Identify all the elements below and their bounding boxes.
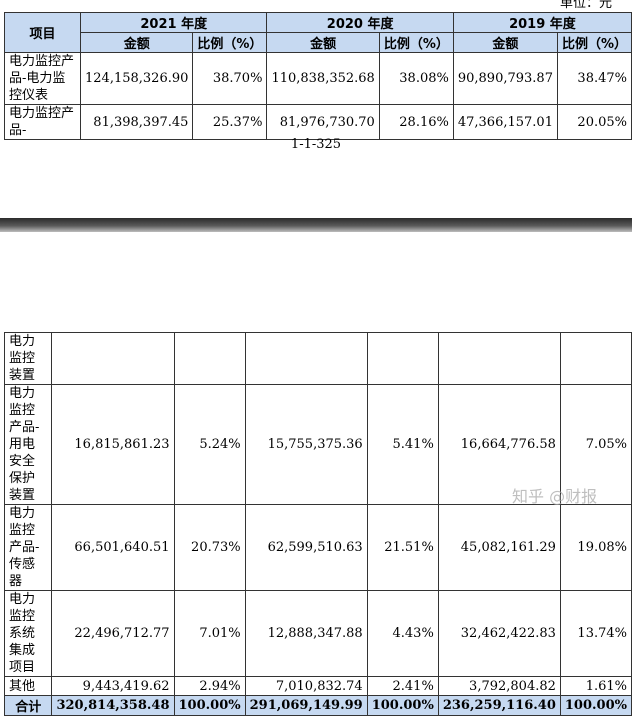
header-ratio: 比例（%） (192, 32, 268, 53)
revenue-table-bottom: 电力监控装置 电力监控产品-用电安全保护装置 16,815,861.23 5.2… (3, 332, 632, 716)
cell-ratio: 4.43% (366, 590, 439, 677)
header-amount: 金额 (80, 32, 194, 53)
cell-amount: 47,366,157.01 (452, 104, 558, 140)
watermark: 知乎 @财报 (512, 487, 598, 506)
table-row: 电力监控产品-电力监控仪表 124,158,326.90 38.70% 110,… (3, 52, 632, 105)
cell-ratio: 20.73% (173, 504, 246, 591)
table-row: 其他 9,443,419.62 2.94% 7,010,832.74 2.41%… (3, 676, 632, 696)
cell-ratio: 2.41% (366, 676, 439, 696)
cell-amount: 66,501,640.51 (51, 504, 175, 591)
total-amount: 291,069,149.99 (244, 695, 368, 716)
table-row: 电力监控装置 (3, 332, 632, 385)
cell-amount: 32,462,422.83 (437, 590, 561, 677)
cell-amount (51, 332, 175, 385)
cell-amount: 3,792,804.82 (437, 676, 561, 696)
row-label: 其他 (3, 676, 53, 696)
cell-ratio: 19.08% (559, 504, 632, 591)
header-item: 项目 (3, 12, 82, 53)
unit-label: 单位：元 (560, 0, 613, 11)
total-label: 合计 (3, 695, 53, 716)
header-year-2021: 2021 年度 (80, 12, 268, 33)
cell-amount: 81,976,730.70 (266, 104, 380, 140)
cell-amount: 22,496,712.77 (51, 590, 175, 677)
cell-amount: 12,888,347.88 (244, 590, 368, 677)
table-row: 电力监控产品- 81,398,397.45 25.37% 81,976,730.… (3, 104, 632, 140)
table-row: 电力监控产品-传感器 66,501,640.51 20.73% 62,599,5… (3, 504, 632, 591)
cell-ratio: 38.08% (378, 52, 454, 105)
page-break-divider (0, 218, 632, 232)
cell-ratio: 13.74% (559, 590, 632, 677)
header-amount: 金额 (266, 32, 380, 53)
table-row: 电力监控系统集成项目 22,496,712.77 7.01% 12,888,34… (3, 590, 632, 677)
header-amount: 金额 (452, 32, 558, 53)
cell-amount: 15,755,375.36 (244, 384, 368, 505)
header-year-2019: 2019 年度 (452, 12, 632, 33)
cell-amount: 7,010,832.74 (244, 676, 368, 696)
cell-amount: 9,443,419.62 (51, 676, 175, 696)
header-ratio: 比例（%） (556, 32, 632, 53)
cell-ratio: 2.94% (173, 676, 246, 696)
row-label: 电力监控产品- (3, 104, 82, 140)
cell-amount: 124,158,326.90 (80, 52, 194, 105)
cell-ratio: 38.47% (556, 52, 632, 105)
cell-ratio: 20.05% (556, 104, 632, 140)
cell-ratio (173, 332, 246, 385)
cell-ratio (366, 332, 439, 385)
cell-amount: 16,815,861.23 (51, 384, 175, 505)
cell-amount: 90,890,793.87 (452, 52, 558, 105)
total-ratio: 100.00% (559, 695, 632, 716)
cell-amount (244, 332, 368, 385)
cell-ratio: 25.37% (192, 104, 268, 140)
row-label: 电力监控产品-电力监控仪表 (3, 52, 82, 105)
cell-amount (437, 332, 561, 385)
total-ratio: 100.00% (366, 695, 439, 716)
row-label: 电力监控装置 (3, 332, 53, 385)
revenue-table-top: 项目 2021 年度 2020 年度 2019 年度 金额 比例（%） 金额 比… (3, 12, 632, 140)
total-ratio: 100.00% (173, 695, 246, 716)
header-ratio: 比例（%） (378, 32, 454, 53)
total-row: 合计 320,814,358.48 100.00% 291,069,149.99… (3, 695, 632, 716)
row-label: 电力监控产品-用电安全保护装置 (3, 384, 53, 505)
cell-amount: 110,838,352.68 (266, 52, 380, 105)
cell-ratio (559, 332, 632, 385)
cell-ratio: 5.41% (366, 384, 439, 505)
cell-amount: 45,082,161.29 (437, 504, 561, 591)
header-year-2020: 2020 年度 (266, 12, 454, 33)
page-number: 1-1-325 (290, 137, 342, 152)
cell-ratio: 5.24% (173, 384, 246, 505)
row-label: 电力监控系统集成项目 (3, 590, 53, 677)
total-amount: 236,259,116.40 (437, 695, 561, 716)
cell-ratio: 21.51% (366, 504, 439, 591)
row-label: 电力监控产品-传感器 (3, 504, 53, 591)
cell-ratio: 7.01% (173, 590, 246, 677)
total-amount: 320,814,358.48 (51, 695, 175, 716)
cell-ratio: 28.16% (378, 104, 454, 140)
cell-amount: 62,599,510.63 (244, 504, 368, 591)
cell-ratio: 1.61% (559, 676, 632, 696)
cell-ratio: 38.70% (192, 52, 268, 105)
cell-amount: 81,398,397.45 (80, 104, 194, 140)
